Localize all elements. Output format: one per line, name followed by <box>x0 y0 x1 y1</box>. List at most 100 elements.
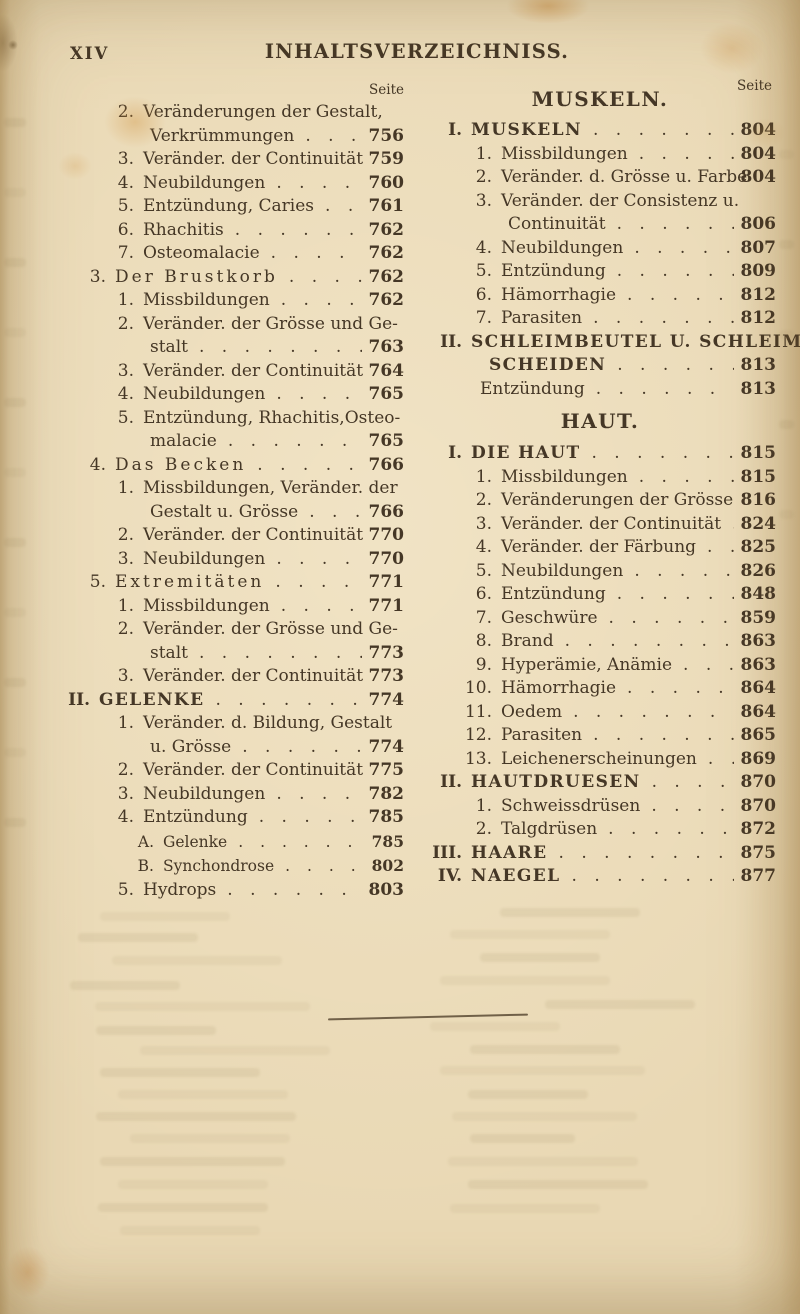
toc-row: 3. Veränder. der Continuität 759 <box>66 148 404 172</box>
page-number: 864 <box>740 678 777 698</box>
entry-title: Parasiten <box>501 308 583 328</box>
entry-continuation-text: u. Grösse <box>150 736 232 757</box>
page-number: 807 <box>740 237 777 258</box>
entry-title: Der Brustkorb <box>115 266 278 287</box>
page-number: 813 <box>740 378 777 399</box>
toc-row: 11. Oedem 864 <box>424 701 776 725</box>
ink-bleed-through <box>779 240 794 249</box>
entry-number: 9. <box>475 654 492 675</box>
entry-title: Neubildungen <box>143 783 266 804</box>
entry-number: 3. <box>117 783 134 804</box>
page-number: 865 <box>740 725 777 745</box>
entry-title: Hyperämie, Anämie <box>501 654 673 675</box>
ink-bleed-through <box>4 538 26 547</box>
toc-row: II. GELENKE 774 <box>66 689 404 713</box>
toc-column-left: 2. Veränderungen der Gestalt, Verkrümmunge… <box>66 101 404 902</box>
end-of-contents-rule <box>328 1013 528 1021</box>
page-number: 762 <box>368 290 405 310</box>
page-number: 824 <box>740 513 777 534</box>
dot-leader <box>199 336 362 360</box>
ink-bleed-through <box>100 912 230 921</box>
entry-title: Schweissdrüsen <box>501 795 641 816</box>
page-number: 875 <box>740 842 777 863</box>
entry-title: Missbildungen <box>143 595 270 616</box>
dot-leader <box>639 143 734 167</box>
ink-bleed-through <box>4 118 26 127</box>
seite-label-left: Seite <box>369 82 404 98</box>
folio-page-number: XIV <box>70 44 110 63</box>
dot-leader <box>652 771 734 795</box>
dot-leader <box>325 195 361 219</box>
dot-leader <box>275 571 361 595</box>
dot-leader <box>285 855 365 879</box>
entry-title: Missbildungen <box>501 466 628 487</box>
toc-row: IV. NAEGEL 877 <box>424 865 776 889</box>
page-number: 764 <box>368 360 405 381</box>
entry-title: Veränder. der Continuität <box>143 149 364 169</box>
entry-number: 7. <box>117 243 134 263</box>
page-number: 774 <box>368 736 405 757</box>
page-number: 773 <box>368 642 405 663</box>
toc-row: 10. Hämorrhagie 864 <box>424 677 776 701</box>
dot-leader <box>627 284 733 308</box>
entry-title: Synchondrose <box>163 857 275 875</box>
entry-number: 6. <box>475 584 492 604</box>
entry-number: 8. <box>475 631 492 651</box>
page-number: 775 <box>368 760 405 780</box>
page-number: 813 <box>740 355 777 375</box>
page-number: 756 <box>368 125 405 146</box>
toc-row: 3. Veränder. der Continuität 773 <box>66 665 404 689</box>
entry-number: 2. <box>117 313 134 334</box>
ink-bleed-through <box>70 981 180 990</box>
toc-row: 6. Hämorrhagie 812 <box>424 284 776 308</box>
entry-number: 7. <box>475 308 492 328</box>
toc-row: 3. Neubildungen 770 <box>66 548 404 572</box>
ink-bleed-through <box>480 953 600 962</box>
entry-title: Neubildungen <box>501 560 624 581</box>
page-number: 826 <box>740 560 777 581</box>
toc-row: 5. Neubildungen 826 <box>424 560 776 584</box>
toc-row: I. DIE HAUT 815 <box>424 442 776 466</box>
dot-leader <box>259 806 362 830</box>
toc-row: 3. Der Brustkorb 762 <box>66 266 404 290</box>
dot-leader <box>228 430 362 454</box>
page-number: 760 <box>368 172 405 193</box>
toc-row: 4. Entzündung 785 <box>66 806 404 830</box>
dot-leader <box>276 383 361 407</box>
dot-leader <box>235 219 362 243</box>
entry-continuation-text: SCHEIDEN <box>489 355 607 375</box>
entry-title: Veränder. der Continuität <box>143 360 364 381</box>
entry-number: I. <box>448 120 462 140</box>
entry-title: Veränder. der Grösse und Ge- <box>143 313 398 334</box>
page-number: 765 <box>368 384 405 404</box>
entry-title: Entzündung, Rhachitis,Osteo- <box>143 407 401 428</box>
page-number: 877 <box>740 866 777 886</box>
page-number: 815 <box>740 466 777 487</box>
page-number: 815 <box>740 443 777 463</box>
toc-row: 7. Geschwüre 859 <box>424 607 776 631</box>
entry-number: II. <box>440 772 462 792</box>
dot-leader <box>242 736 361 760</box>
entry-number: II. <box>440 331 462 352</box>
page-number: 770 <box>368 525 405 545</box>
entry-number: 1. <box>475 143 492 164</box>
entry-title: Veränder. der Continuität <box>143 760 364 780</box>
entry-title: Rhachitis <box>143 219 224 240</box>
dot-leader <box>289 266 362 290</box>
toc-row: 9. Hyperämie, Anämie 863 <box>424 654 776 678</box>
dot-leader <box>281 595 362 619</box>
dot-leader <box>596 378 734 402</box>
page-number: 859 <box>740 607 777 628</box>
toc-row: 2. Veränderungen der Gestalt, <box>66 101 404 125</box>
entry-title: GELENKE <box>99 689 205 710</box>
ink-bleed-through <box>95 1002 310 1011</box>
dot-leader <box>634 560 733 584</box>
toc-row: 3. Veränder. der Continuität 824 <box>424 513 776 537</box>
ink-bleed-through <box>448 1157 638 1166</box>
toc-row: 5. Entzündung, Caries 761 <box>66 195 404 219</box>
section-heading: MUSKELN. <box>531 87 669 111</box>
entry-title: Veränderungen der Grösse <box>501 490 734 510</box>
ink-bleed-through <box>4 398 26 407</box>
page-number: 771 <box>368 572 405 592</box>
